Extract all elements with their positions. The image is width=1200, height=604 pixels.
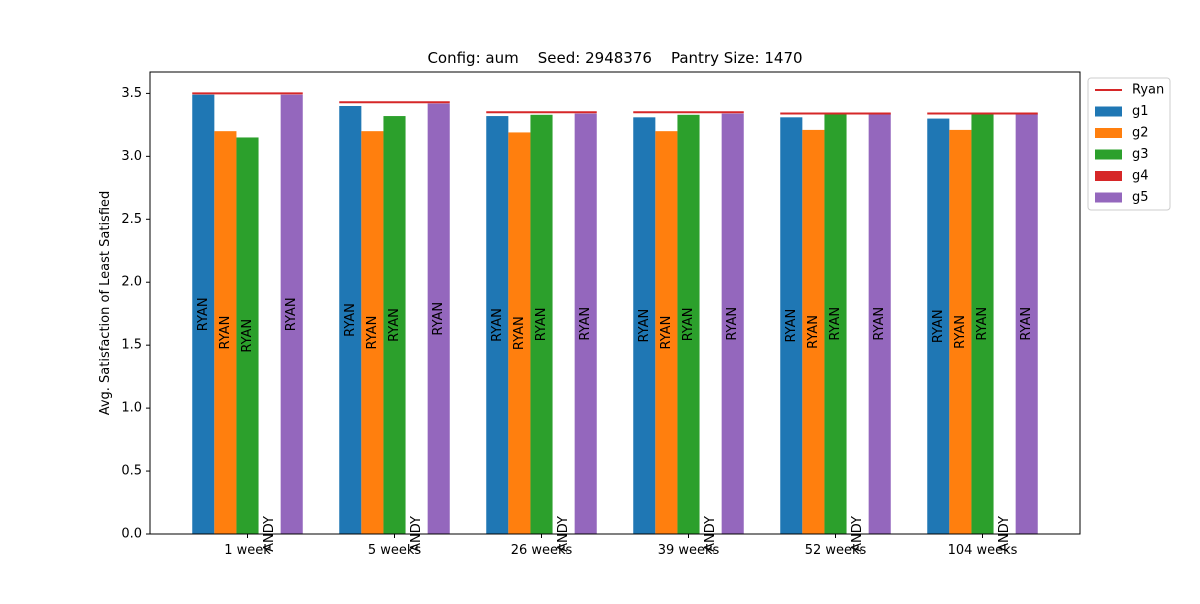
bar-label-g3-0: RYAN bbox=[240, 319, 255, 353]
y-axis-label: Avg. Satisfaction of Least Satisfied bbox=[98, 191, 113, 416]
bar-label-g5-5: RYAN bbox=[1019, 307, 1034, 341]
legend-swatch-g2 bbox=[1095, 128, 1122, 138]
bar-g2-2 bbox=[508, 132, 531, 535]
bar-label-g1-2: RYAN bbox=[490, 308, 505, 342]
x-tick-label-0: 1 week bbox=[224, 543, 271, 558]
bar-label-g3-3: RYAN bbox=[681, 308, 696, 342]
y-tick-label-6: 3.0 bbox=[121, 149, 142, 164]
bar-g2-3 bbox=[655, 131, 678, 535]
bar-g1-2 bbox=[486, 116, 509, 535]
bar-label-g2-4: RYAN bbox=[806, 315, 821, 349]
legend-label-g1: g1 bbox=[1132, 104, 1149, 119]
plot-area: RYAN RYAN RYAN RYAN RYAN RYAN RYAN RYAN RYAN RYAN… bbox=[121, 71, 1081, 558]
y-tick-label-3: 1.5 bbox=[121, 338, 142, 353]
bar-label-g3-4: RYAN bbox=[828, 307, 843, 341]
bar-g5-1 bbox=[427, 103, 450, 535]
bar-label-g5-4: RYAN bbox=[872, 307, 887, 341]
bar-label-g2-3: RYAN bbox=[659, 316, 674, 350]
bar-label-g2-0: RYAN bbox=[218, 316, 233, 350]
chart-title: Config: aum Seed: 2948376 Pantry Size: 1… bbox=[427, 49, 802, 67]
bar-g5-2 bbox=[574, 113, 597, 534]
bar-g3-4 bbox=[824, 113, 847, 534]
bar-label-g5-3: RYAN bbox=[725, 307, 740, 341]
legend-label-g3: g3 bbox=[1132, 147, 1149, 162]
bar-label-g2-5: RYAN bbox=[953, 315, 968, 349]
x-tick-label-4: 52 weeks bbox=[805, 543, 867, 558]
legend-label-g5: g5 bbox=[1132, 190, 1149, 205]
bar-label-g1-5: RYAN bbox=[931, 309, 946, 343]
bar-g2-1 bbox=[361, 131, 384, 535]
bar-label-g5-2: RYAN bbox=[578, 307, 593, 341]
bar-g1-4 bbox=[780, 117, 803, 535]
bar-g5-4 bbox=[868, 113, 891, 534]
legend: Ryan g1 g2 g3 g4 g5 bbox=[1087, 77, 1171, 211]
bar-g3-3 bbox=[677, 114, 700, 534]
legend-label-g4: g4 bbox=[1132, 169, 1149, 184]
legend-swatch-g5 bbox=[1095, 192, 1122, 203]
bar-label-g2-1: RYAN bbox=[365, 316, 380, 350]
legend-label-g2: g2 bbox=[1132, 126, 1149, 141]
legend-swatch-g4 bbox=[1095, 171, 1122, 181]
bar-label-g1-4: RYAN bbox=[784, 309, 799, 343]
bar-label-g1-1: RYAN bbox=[343, 303, 358, 337]
bar-g1-3 bbox=[633, 117, 656, 535]
bar-g1-5 bbox=[927, 118, 950, 534]
bar-label-g3-2: RYAN bbox=[534, 308, 549, 342]
bar-g2-5 bbox=[949, 129, 972, 535]
x-tick-label-1: 5 weeks bbox=[368, 543, 422, 558]
bar-g5-0 bbox=[280, 94, 303, 535]
bar-g1-1 bbox=[339, 105, 362, 534]
x-tick-label-2: 26 weeks bbox=[511, 543, 573, 558]
y-tick-label-0: 0.0 bbox=[121, 527, 142, 542]
legend-label-Ryan: Ryan bbox=[1132, 83, 1164, 98]
bar-label-g5-0: RYAN bbox=[284, 297, 299, 331]
bar-g3-0 bbox=[236, 137, 259, 534]
legend-swatch-g3 bbox=[1095, 149, 1122, 160]
y-tick-label-7: 3.5 bbox=[121, 86, 142, 101]
bar-g2-0 bbox=[214, 131, 237, 535]
bar-g2-4 bbox=[802, 129, 825, 535]
bar-g1-0 bbox=[192, 94, 215, 535]
bar-label-g5-1: RYAN bbox=[431, 302, 446, 336]
axes-frame bbox=[149, 71, 1081, 535]
bar-label-g3-5: RYAN bbox=[975, 307, 990, 341]
bar-g3-1 bbox=[383, 116, 406, 535]
y-tick-label-2: 1.0 bbox=[121, 401, 142, 416]
y-tick-label-5: 2.5 bbox=[121, 212, 142, 227]
legend-frame bbox=[1087, 77, 1171, 211]
y-tick-label-1: 0.5 bbox=[121, 464, 142, 479]
x-tick-label-3: 39 weeks bbox=[658, 543, 720, 558]
bar-g5-3 bbox=[721, 113, 744, 534]
bar-label-g3-1: RYAN bbox=[387, 308, 402, 342]
bar-g3-5 bbox=[971, 113, 994, 534]
bar-g3-2 bbox=[530, 114, 553, 534]
bar-label-g2-2: RYAN bbox=[512, 316, 527, 350]
bar-label-g1-3: RYAN bbox=[637, 309, 652, 343]
y-tick-label-4: 2.0 bbox=[121, 275, 142, 290]
x-tick-label-5: 104 weeks bbox=[948, 543, 1018, 558]
legend-swatch-g1 bbox=[1095, 106, 1122, 117]
bar-g5-5 bbox=[1015, 113, 1038, 534]
bar-label-g1-0: RYAN bbox=[196, 297, 211, 331]
